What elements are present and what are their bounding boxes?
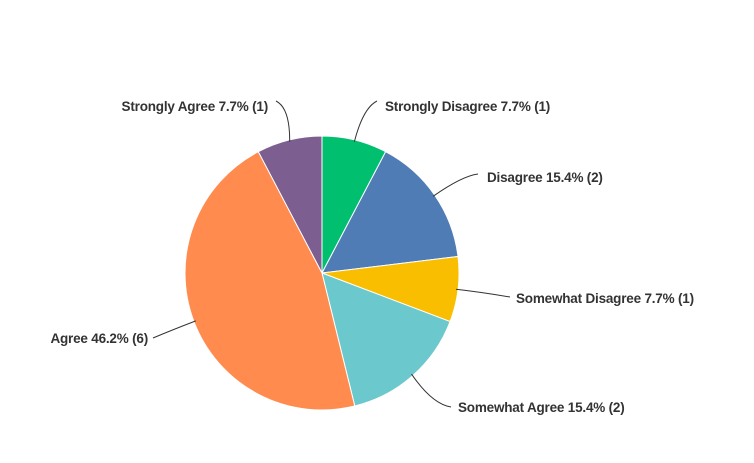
leader-line: [455, 288, 511, 298]
slice-label: Agree 46.2% (6): [50, 331, 148, 346]
slice-label: Somewhat Agree 15.4% (2): [458, 400, 625, 415]
slice-label: Strongly Disagree 7.7% (1): [385, 99, 550, 114]
leader-line: [432, 173, 479, 197]
leader-line: [152, 320, 196, 339]
slice-label: Somewhat Disagree 7.7% (1): [516, 291, 694, 306]
leader-lines: [152, 100, 511, 408]
slice-label: Strongly Agree 7.7% (1): [122, 99, 268, 114]
slice-labels: Strongly Disagree 7.7% (1) Disagree 15.4%…: [50, 99, 694, 415]
leader-line: [275, 100, 291, 142]
leader-line: [353, 100, 378, 143]
pie-slices: [184, 135, 460, 411]
slice-label: Disagree 15.4% (2): [487, 170, 603, 185]
leader-line: [411, 373, 452, 408]
